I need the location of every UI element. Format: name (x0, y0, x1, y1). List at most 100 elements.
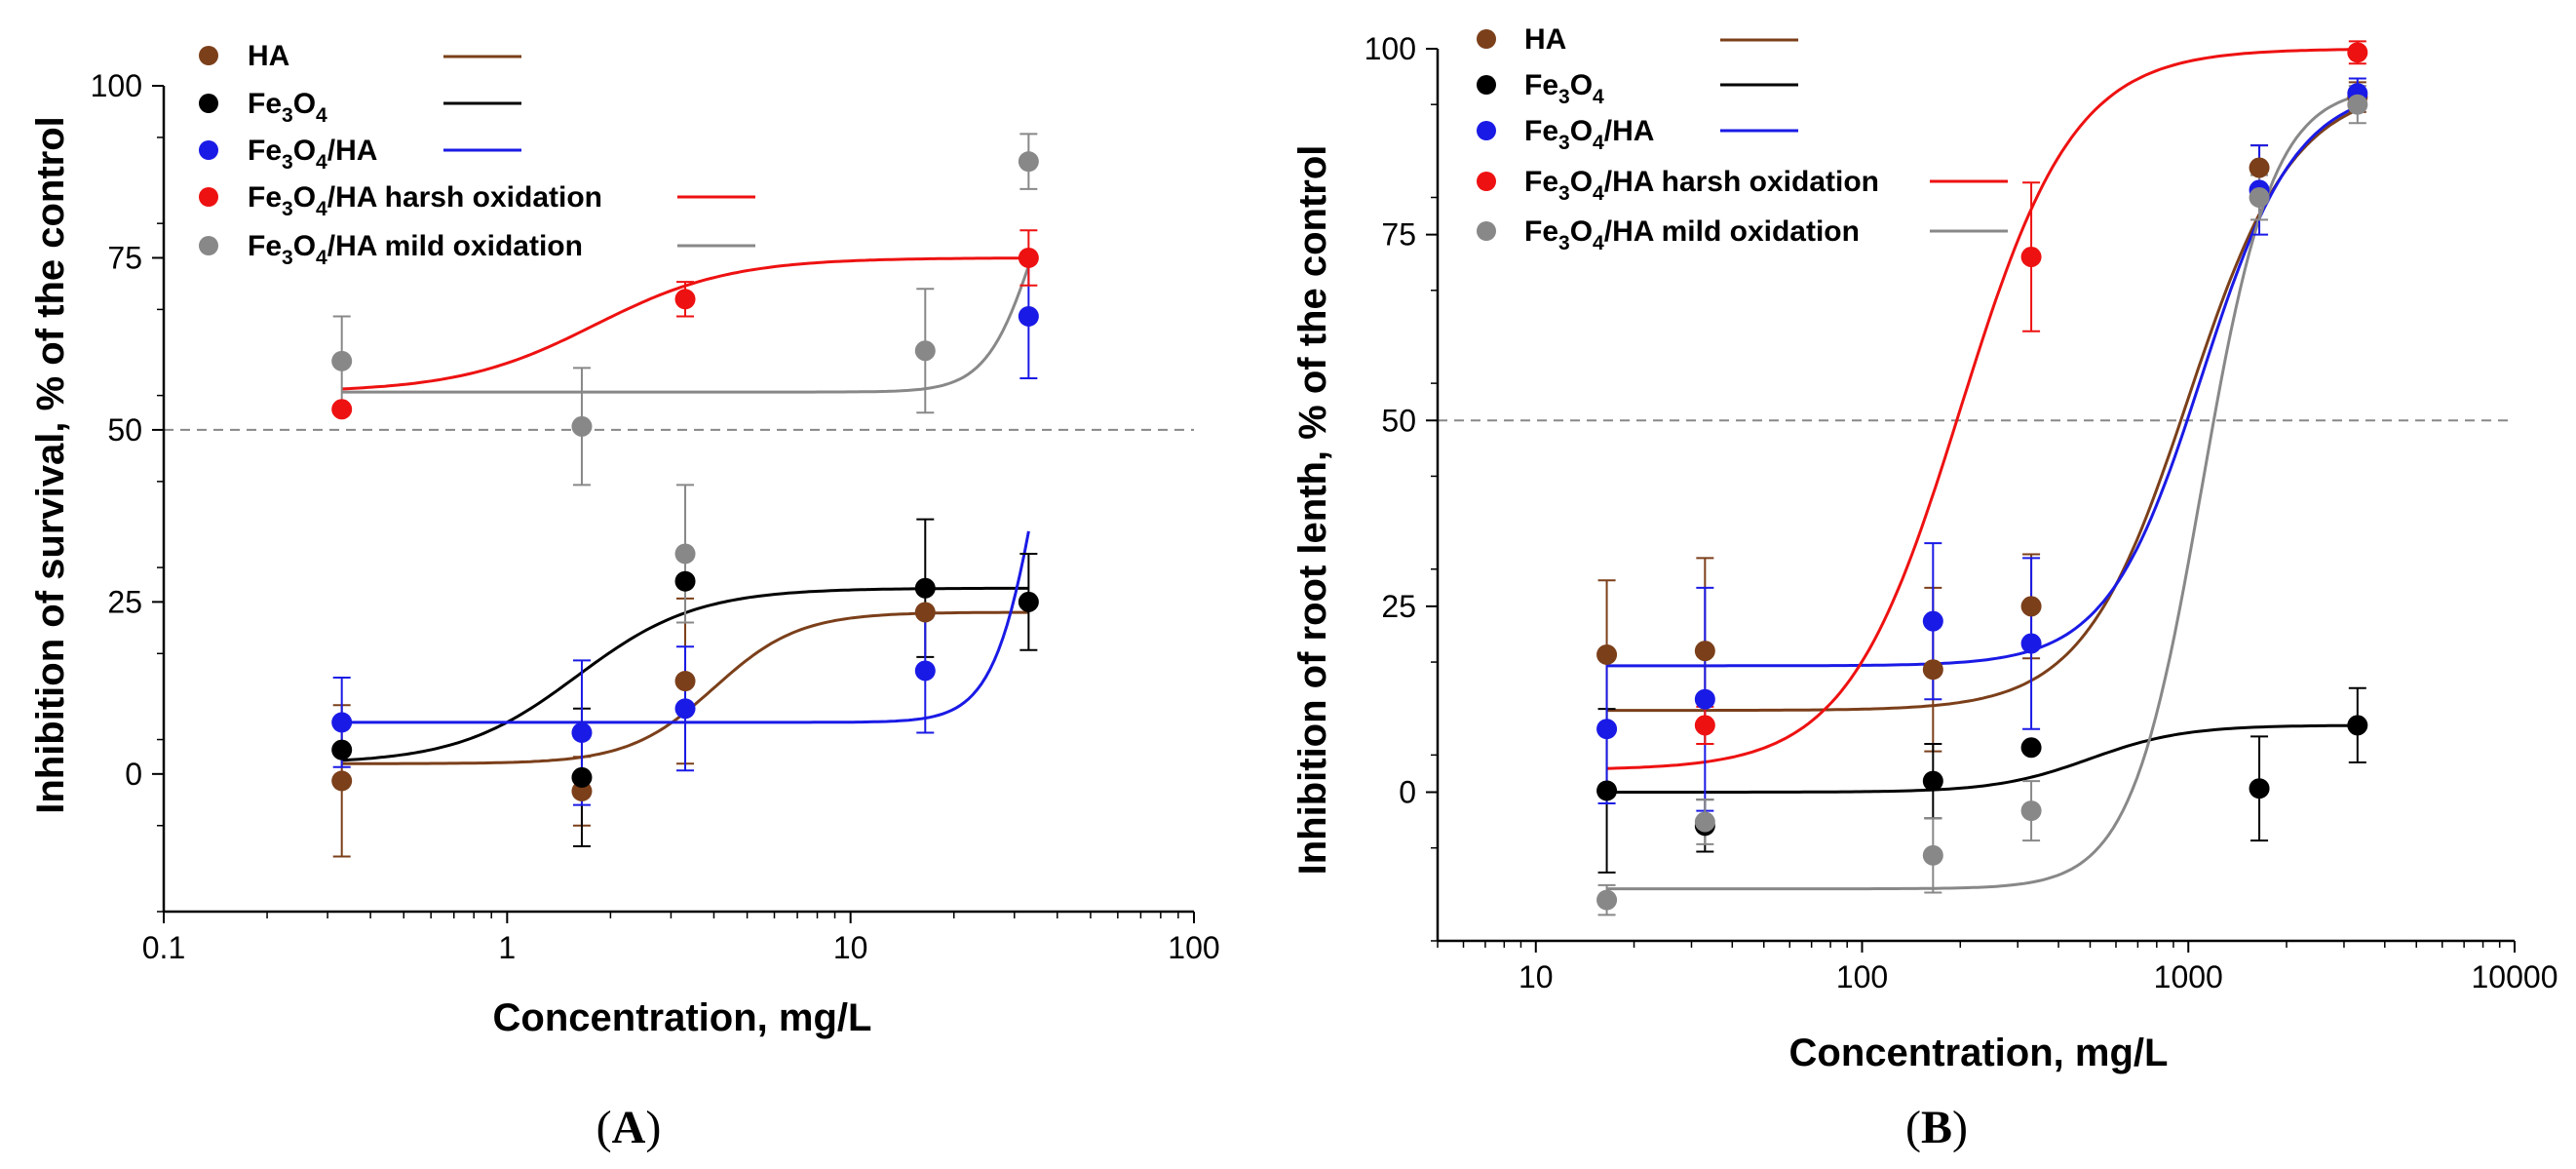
data-point-fe3o4-ha-harsh-oxidation (674, 289, 696, 310)
y-tick-label: 50 (107, 412, 142, 448)
data-point-fe3o4-ha-mild-oxidation (1694, 811, 1715, 833)
panel-label-a: (A) (596, 1102, 662, 1153)
panel-b-chart: 0 25 50 75 100 10 100 1000 10000 Concentration, … (1291, 23, 2557, 1153)
data-point-fe3o4-ha (1922, 610, 1943, 632)
tick-labels: 0 25 50 75 100 10 100 1000 10000 (1365, 31, 2558, 994)
data-point-ha (1922, 659, 1943, 681)
data-point-fe3o4-ha-mild-oxidation (2347, 94, 2368, 115)
x-tick-label: 10000 (2472, 959, 2558, 994)
legend-label-mild: Fe3O4/HA mild oxidation (1524, 215, 1860, 254)
data-point-fe3o4-ha-mild-oxidation (1596, 889, 1618, 911)
y-tick-label: 25 (1381, 589, 1416, 624)
fit-curve-fe3o4-ha-harsh-oxidation (1606, 48, 2358, 770)
legend-marker-ha (1477, 29, 1496, 49)
legend-marker-fe3o4 (199, 94, 218, 113)
axes (152, 85, 1195, 923)
y-tick-label: 25 (107, 584, 142, 619)
x-tick-label: 100 (1836, 959, 1888, 994)
data-point-fe3o4 (2249, 778, 2270, 799)
data-point-fe3o4 (914, 577, 936, 599)
legend: HA Fe3O4 Fe3O4/HA Fe3O4/HA harsh oxidati… (1477, 23, 2008, 254)
panel-label-b: (B) (1905, 1102, 1968, 1153)
legend-marker-mild (1477, 221, 1496, 241)
legend-label-ha: HA (248, 40, 289, 72)
data-point-fe3o4 (331, 739, 353, 760)
data-point-fe3o4-ha-mild-oxidation (2249, 187, 2270, 208)
data-point-fe3o4 (1596, 780, 1618, 801)
x-tick-label: 1000 (2154, 959, 2223, 994)
x-axis-title: Concentration, mg/L (493, 996, 872, 1039)
data-point-fe3o4-ha-mild-oxidation (1018, 151, 1039, 173)
data-point-fe3o4 (571, 766, 593, 788)
data-point-fe3o4-ha (2020, 633, 2042, 654)
data-point-ha (914, 602, 936, 623)
data-point-fe3o4-ha (331, 712, 353, 733)
y-tick-label: 50 (1381, 403, 1416, 438)
y-tick-label: 100 (1365, 31, 1416, 66)
x-tick-label: 10 (833, 930, 868, 965)
data-points (331, 151, 1039, 801)
y-tick-label: 100 (91, 68, 142, 103)
data-point-fe3o4-ha (914, 660, 936, 682)
legend-marker-harsh (1477, 172, 1496, 191)
legend-label-fe3o4: Fe3O4 (248, 88, 327, 127)
legend-label-mild: Fe3O4/HA mild oxidation (248, 230, 583, 269)
data-point-fe3o4-ha (1018, 305, 1039, 327)
legend-marker-ha (199, 46, 218, 65)
y-tick-label: 75 (107, 240, 142, 275)
data-point-fe3o4-ha-harsh-oxidation (2347, 42, 2368, 63)
data-points (1596, 42, 2368, 911)
data-point-fe3o4-ha (1596, 719, 1618, 740)
fit-curve-fe3o4 (1606, 723, 2358, 794)
fit-curve-fe3o4-ha-mild-oxidation (341, 265, 1030, 394)
data-point-ha (1694, 641, 1715, 662)
x-tick-label: 100 (1168, 930, 1219, 965)
data-point-fe3o4-ha-harsh-oxidation (331, 399, 353, 420)
legend-label-fe3o4: Fe3O4 (1524, 69, 1604, 108)
x-tick-label: 1 (498, 930, 516, 965)
tick-labels: 0 25 50 75 100 0.1 1 10 100 (91, 68, 1220, 965)
data-point-fe3o4-ha (1694, 688, 1715, 710)
legend-marker-harsh (199, 187, 218, 207)
data-point-fe3o4 (2347, 715, 2368, 736)
data-point-fe3o4 (1018, 591, 1039, 612)
data-point-fe3o4-ha-mild-oxidation (914, 340, 936, 362)
y-tick-label: 0 (1399, 775, 1416, 810)
data-point-fe3o4-ha-harsh-oxidation (2020, 247, 2042, 267)
fit-curve-ha (1606, 108, 2359, 713)
x-axis-title: Concentration, mg/L (1789, 1032, 2169, 1074)
data-point-fe3o4-ha-harsh-oxidation (1694, 715, 1715, 736)
fit-curve-fe3o4-ha-mild-oxidation (1606, 94, 2359, 891)
data-point-fe3o4-ha-mild-oxidation (571, 415, 593, 437)
legend-label-fe3o4-ha: Fe3O4/HA (1524, 115, 1654, 154)
data-point-ha (2020, 596, 2042, 617)
data-point-fe3o4-ha-harsh-oxidation (1018, 247, 1039, 268)
axes (1426, 48, 2516, 953)
data-point-ha (331, 770, 353, 792)
legend-marker-mild (199, 236, 218, 255)
legend-label-ha: HA (1524, 23, 1566, 56)
data-point-fe3o4-ha (674, 698, 696, 720)
fit-curves (1606, 48, 2359, 891)
legend-marker-fe3o4 (1477, 75, 1496, 95)
data-point-fe3o4-ha (571, 721, 593, 743)
legend-label-fe3o4-ha: Fe3O4/HA (248, 135, 377, 174)
data-point-fe3o4-ha-mild-oxidation (2020, 800, 2042, 822)
data-point-fe3o4 (674, 570, 696, 592)
legend: HA Fe3O4 Fe3O4/HA Fe3O4/HA harsh oxidati… (199, 40, 755, 269)
y-tick-label: 75 (1381, 217, 1416, 253)
data-point-fe3o4 (2020, 737, 2042, 759)
data-point-ha (674, 671, 696, 692)
y-axis-title: Inhibition of root lenth, % of the contr… (1291, 145, 1334, 876)
data-point-fe3o4-ha-mild-oxidation (331, 350, 353, 371)
data-point-fe3o4-ha-mild-oxidation (1922, 844, 1943, 866)
legend-marker-fe3o4-ha (199, 140, 218, 160)
y-tick-label: 0 (125, 757, 142, 792)
legend-marker-fe3o4-ha (1477, 121, 1496, 140)
legend-label-harsh: Fe3O4/HA harsh oxidation (1524, 166, 1879, 205)
fit-curve-fe3o4-ha (1606, 105, 2359, 668)
data-point-fe3o4-ha-mild-oxidation (674, 543, 696, 565)
data-point-ha (2249, 157, 2270, 178)
